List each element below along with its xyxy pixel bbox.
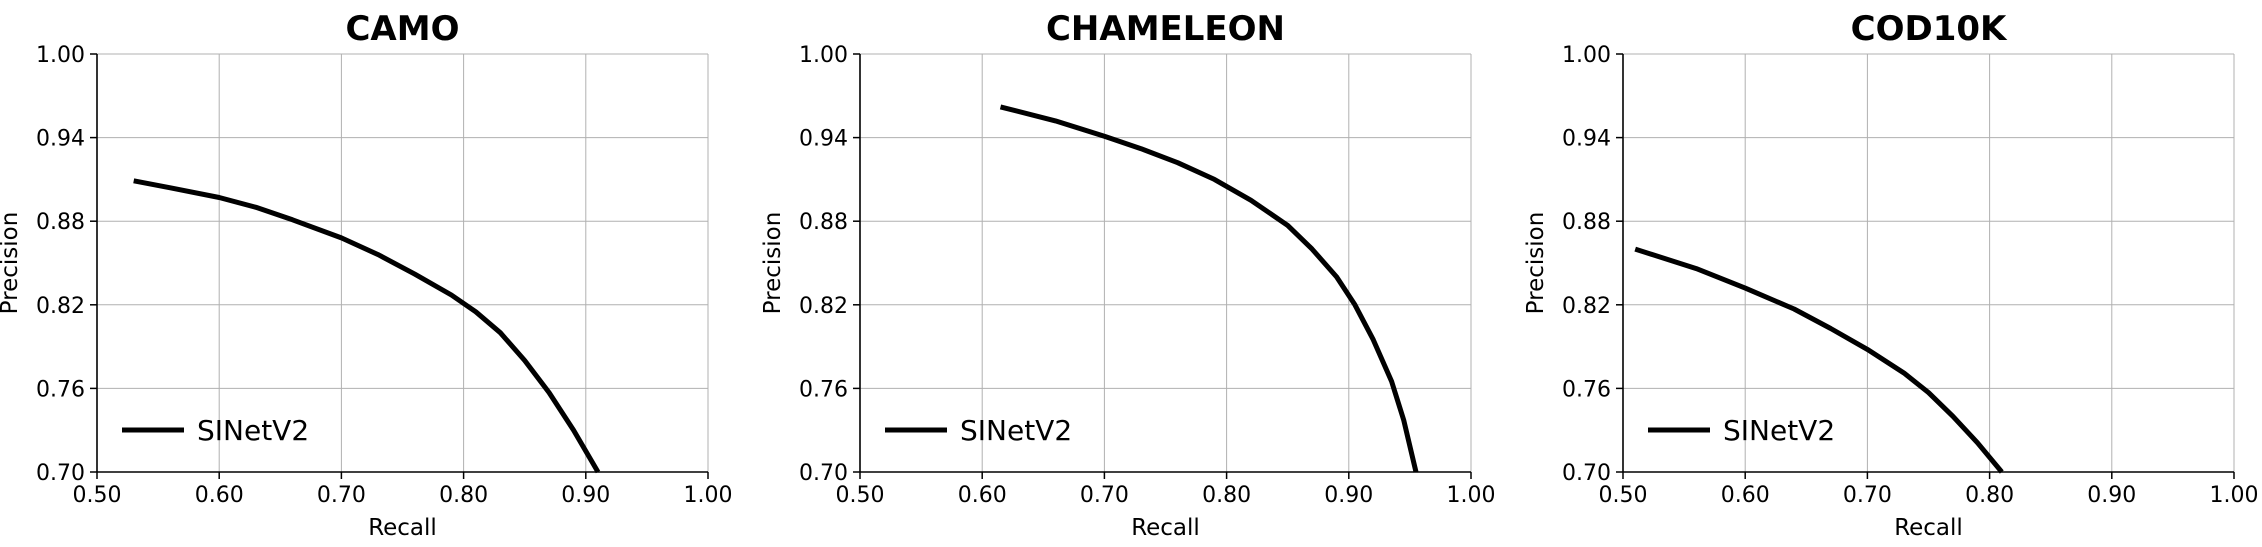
x-tick-label: 1.00 — [684, 483, 733, 508]
x-tick-label: 0.50 — [1599, 483, 1648, 508]
chart-panel-1: 0.50 0.60 0.70 0.80 0.90 1.00 1.00 0.94 0.88 0.82… — [760, 9, 1495, 541]
y-tick-label: 1.00 — [1562, 43, 1611, 68]
x-tick-label: 0.60 — [958, 483, 1007, 508]
y-tick-label: 1.00 — [799, 43, 848, 68]
y-tick-label: 0.94 — [1562, 127, 1611, 152]
x-tick-label: 0.80 — [439, 483, 488, 508]
y-tick-label: 0.76 — [36, 377, 85, 402]
x-tick-label: 0.80 — [1202, 483, 1251, 508]
x-tick-label: 0.90 — [2087, 483, 2136, 508]
y-tick-label: 0.94 — [36, 127, 85, 152]
x-axis-label: Recall — [1131, 515, 1200, 541]
chart-panel-0: 0.50 0.60 0.70 0.80 0.90 1.00 1.00 0.94 0.88 0.82… — [0, 9, 732, 541]
x-tick-label: 0.70 — [317, 483, 366, 508]
series-line-sinetv2 — [999, 104, 1419, 473]
y-tick-label: 0.82 — [799, 294, 848, 319]
x-tick-label: 1.00 — [1447, 483, 1496, 508]
chart-title: CAMO — [345, 9, 459, 49]
x-tick-label: 0.50 — [836, 483, 885, 508]
y-tick-label: 0.76 — [1562, 377, 1611, 402]
x-tick-label: 0.50 — [73, 483, 122, 508]
x-tick-label: 0.90 — [561, 483, 610, 508]
x-tick-label: 0.70 — [1843, 483, 1892, 508]
x-tick-label: 1.00 — [2210, 483, 2259, 508]
y-tick-label: 1.00 — [36, 43, 85, 68]
legend-label: SINetV2 — [197, 414, 309, 447]
legend-label: SINetV2 — [1723, 414, 1835, 447]
x-tick-label: 0.80 — [1965, 483, 2014, 508]
y-tick-label: 0.88 — [799, 210, 848, 235]
chart-title: CHAMELEON — [1046, 9, 1285, 49]
y-tick-label: 0.94 — [799, 127, 848, 152]
y-tick-label: 0.70 — [1562, 461, 1611, 486]
x-tick-label: 0.90 — [1324, 483, 1373, 508]
y-tick-label: 0.82 — [1562, 294, 1611, 319]
x-tick-label: 0.60 — [195, 483, 244, 508]
y-tick-label: 0.88 — [36, 210, 85, 235]
y-tick-label: 0.76 — [799, 377, 848, 402]
y-tick-label: 0.70 — [799, 461, 848, 486]
y-tick-label: 0.82 — [36, 294, 85, 319]
x-tick-label: 0.60 — [1721, 483, 1770, 508]
series-line-sinetv2 — [133, 178, 601, 474]
chart-title: COD10K — [1851, 9, 2008, 49]
y-tick-label: 0.70 — [36, 461, 85, 486]
x-axis-label: Recall — [1894, 515, 1963, 541]
y-axis-label: Precision — [1523, 212, 1549, 315]
y-axis-label: Precision — [760, 212, 786, 315]
x-tick-label: 0.70 — [1080, 483, 1129, 508]
series-line-sinetv2 — [1634, 246, 2004, 474]
y-tick-label: 0.88 — [1562, 210, 1611, 235]
y-axis-label: Precision — [0, 212, 23, 315]
legend-label: SINetV2 — [960, 414, 1072, 447]
x-axis-label: Recall — [368, 515, 437, 541]
chart-panel-2: 0.50 0.60 0.70 0.80 0.90 1.00 1.00 0.94 0.88 0.82… — [1523, 9, 2258, 541]
